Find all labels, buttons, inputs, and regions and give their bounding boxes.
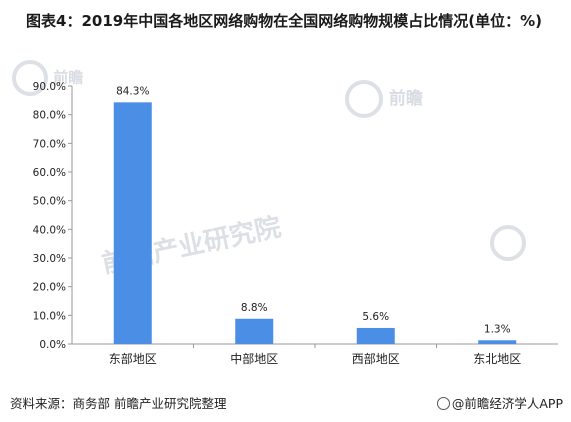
- data-labels: 84.3% 8.8% 5.6% 1.3%: [116, 85, 511, 335]
- bar: [478, 340, 517, 344]
- data-label: 5.6%: [362, 311, 389, 323]
- y-axis: 0.0% 10.0% 20.0% 30.0% 40.0% 50.0% 60.0% 70.0% 8…: [33, 81, 73, 351]
- y-tick-label: 20.0%: [33, 282, 66, 294]
- data-label: 84.3%: [116, 85, 149, 97]
- data-label: 1.3%: [484, 323, 511, 335]
- brand-text: @前瞻经济学人APP: [451, 396, 563, 411]
- y-tick-label: 60.0%: [33, 167, 66, 179]
- x-tick-label: 东部地区: [109, 351, 157, 366]
- x-tick-label: 西部地区: [352, 351, 400, 366]
- y-tick-label: 80.0%: [33, 110, 66, 122]
- data-label: 8.8%: [241, 302, 268, 314]
- y-tick-label: 70.0%: [33, 138, 66, 150]
- brand-credit: @前瞻经济学人APP: [436, 393, 563, 412]
- y-tick-label: 30.0%: [33, 253, 66, 265]
- y-tick-label: 0.0%: [39, 339, 66, 351]
- x-tick-label: 东北地区: [473, 352, 521, 366]
- x-axis: 东部地区 中部地区 西部地区 东北地区: [72, 343, 558, 366]
- chart-title: 图表4：2019年中国各地区网络购物在全国网络购物规模占比情况(单位：%): [26, 12, 542, 30]
- y-tick-label: 10.0%: [33, 310, 66, 322]
- x-tick-label: 中部地区: [230, 351, 278, 366]
- bar: [356, 327, 395, 344]
- y-tick-label: 40.0%: [33, 224, 66, 236]
- source-note: 资料来源：商务部 前瞻产业研究院整理: [10, 396, 227, 411]
- y-tick-label: 90.0%: [33, 81, 66, 93]
- bars: [113, 102, 517, 344]
- bar: [113, 102, 152, 344]
- y-tick-label: 50.0%: [33, 196, 66, 208]
- bar: [235, 318, 274, 344]
- brand-logo-icon: [436, 397, 450, 410]
